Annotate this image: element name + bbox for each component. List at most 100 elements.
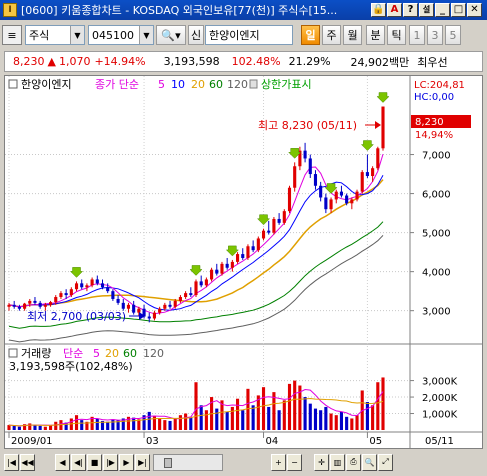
zoom-out-button[interactable]: − <box>287 453 302 471</box>
candle-body <box>350 199 354 204</box>
volume-bar <box>339 411 344 430</box>
volume-bar <box>137 419 141 430</box>
tab-tick[interactable]: 틱 <box>387 25 406 45</box>
volume-bar <box>319 410 323 430</box>
volume-bar <box>142 415 146 430</box>
credit-button[interactable]: 신 <box>188 25 204 45</box>
settings-icon[interactable]: 설 <box>419 3 434 17</box>
candle-body <box>345 195 349 204</box>
price-tick-label: 4,000 <box>422 268 451 279</box>
tab-day[interactable]: 일 <box>301 25 320 45</box>
volume-bar <box>178 415 182 430</box>
zoom-in-button[interactable]: + <box>271 453 286 471</box>
interval-5-button[interactable]: 5 <box>445 25 461 45</box>
vol-legend-box-icon[interactable] <box>8 348 18 358</box>
interval-3-button[interactable]: 3 <box>427 25 443 45</box>
volume-bar <box>267 406 271 430</box>
interval-1-button[interactable]: 1 <box>409 25 425 45</box>
candle-body <box>23 303 27 309</box>
scroll-left-fast-button[interactable]: ◀◀ <box>20 453 35 471</box>
candle-body <box>121 302 125 309</box>
candle-body <box>194 281 198 296</box>
tab-month[interactable]: 월 <box>343 25 362 45</box>
chevron-down-icon[interactable]: ▼ <box>139 26 153 44</box>
tab-minute[interactable]: 분 <box>366 25 385 45</box>
tab-week-label: 주 <box>326 29 337 42</box>
code-input[interactable]: 045100 ▼ <box>88 25 154 45</box>
limit-up-arrow <box>324 183 338 194</box>
price-pane[interactable] <box>5 76 410 344</box>
close-button[interactable]: ✕ <box>467 3 482 17</box>
zoom-slider[interactable] <box>153 453 223 471</box>
legend-box-icon[interactable] <box>8 79 18 89</box>
stock-chart[interactable]: 한양이엔지 종가 단순 5 10 20 60 120 상한가표시 LC:204,… <box>5 76 482 448</box>
tab-minute-label: 분 <box>370 29 381 42</box>
print-icon[interactable]: ⎙ <box>346 453 361 471</box>
chevron-down-icon[interactable]: ▼ <box>70 26 84 44</box>
candle-body <box>381 106 385 149</box>
limit-up-arrow <box>288 148 302 159</box>
expand-icon[interactable]: ⤢ <box>378 453 393 471</box>
volume-bar <box>106 421 110 430</box>
tab-week[interactable]: 주 <box>322 25 341 45</box>
candle-body <box>256 238 260 251</box>
candle-body <box>235 254 240 262</box>
volume-bar <box>376 382 380 430</box>
volume-bar <box>220 400 224 430</box>
scroll-right-button[interactable]: ▶ <box>119 453 134 471</box>
volume-tick-label: 1,000K <box>422 410 458 421</box>
scroll-end-button[interactable]: ▶| <box>135 453 150 471</box>
search-button[interactable]: 🔍▾ <box>156 25 186 45</box>
app-icon: Ⅰ <box>3 3 17 17</box>
volume-bar <box>350 418 354 430</box>
search-zoom-icon[interactable]: 🔍 <box>362 453 377 471</box>
volume-bars <box>7 377 385 430</box>
volume-bar <box>168 420 172 430</box>
crosshair-icon[interactable]: ✛ <box>314 453 329 471</box>
market-value: 주식 <box>29 29 50 42</box>
volume-bar <box>189 416 193 430</box>
price-change: 1,070 <box>58 55 91 68</box>
volume-bar <box>241 410 245 430</box>
scroll-start-button[interactable]: |◀ <box>4 453 19 471</box>
volume-bar <box>38 425 42 430</box>
candle-body <box>324 197 328 210</box>
candle-body <box>287 187 292 212</box>
candle-body <box>376 148 380 169</box>
trade-amount: 24,902백만 <box>350 55 410 69</box>
candle-body <box>126 304 131 309</box>
volume-bar <box>158 418 162 430</box>
chart-frame[interactable]: 한양이엔지 종가 단순 5 10 20 60 120 상한가표시 LC:204,… <box>4 75 483 449</box>
scroll-left-button[interactable]: ◀ <box>55 453 70 471</box>
turnover-rate: 21.29% <box>288 55 331 68</box>
legend-ma5: 5 <box>158 78 165 91</box>
candle-body <box>230 261 234 268</box>
maximize-button[interactable]: □ <box>451 3 466 17</box>
help-icon[interactable]: ? <box>403 3 418 17</box>
market-select[interactable]: 주식 ▼ <box>25 25 85 45</box>
lock-icon[interactable]: 🔒 <box>371 3 386 17</box>
chart-toolbar: ≡ 주식 ▼ 045100 ▼ 🔍▾ 신 한양이엔지 일 주 월 분 틱 1 3… <box>0 22 487 48</box>
volume-bar <box>54 421 58 430</box>
minimize-button[interactable]: _ <box>435 3 450 17</box>
chart-menu-icon[interactable]: ≡ <box>2 25 22 45</box>
volume-bar <box>334 415 338 430</box>
candle-body <box>334 191 338 200</box>
alert-icon[interactable]: A <box>387 3 402 17</box>
current-pct-tag: 14,94% <box>415 130 453 141</box>
volume-bar <box>256 395 260 430</box>
stock-name-field[interactable]: 한양이엔지 <box>205 25 293 45</box>
zoom-slider-thumb[interactable] <box>164 457 172 468</box>
chart-type-icon[interactable]: ▥ <box>330 453 345 471</box>
volume-bar <box>126 416 131 430</box>
candle-body <box>293 166 297 188</box>
candle-body <box>204 279 208 286</box>
candle-body <box>116 298 120 303</box>
stop-button[interactable]: ■ <box>87 453 102 471</box>
scroll-next-button[interactable]: |▶ <box>103 453 118 471</box>
interval-5-label: 5 <box>449 28 457 42</box>
scroll-prev-button[interactable]: ◀| <box>71 453 86 471</box>
candle-body <box>43 304 47 307</box>
legend-ma10: 10 <box>171 78 185 91</box>
vol-legend-ma20: 20 <box>105 347 119 360</box>
